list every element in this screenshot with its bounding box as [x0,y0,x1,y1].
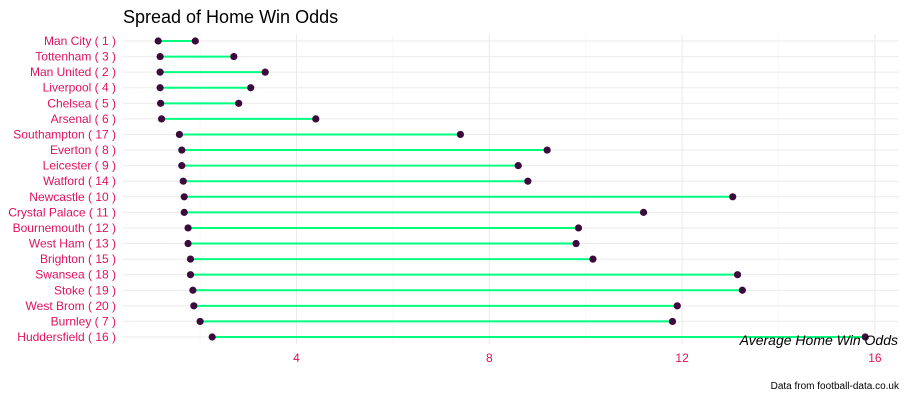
max-odds-point [191,37,199,45]
team-label: Bournemouth ( 12 ) [13,221,116,235]
team-label: Brighton ( 15 ) [40,252,116,266]
min-odds-point [157,115,166,123]
team-label: Man United ( 2 ) [30,65,116,79]
max-odds-point [738,286,746,294]
min-odds-point [156,84,164,92]
segments [158,40,866,338]
min-odds-point [184,224,192,232]
min-odds-point [175,130,183,139]
y-axis-labels: Man City ( 1 ) Tottenham ( 3 )Man United … [8,34,116,344]
x-tick-label: 8 [486,351,493,365]
team-label: Huddersfield ( 16 ) [17,330,116,344]
min-odds-point [189,286,197,294]
max-odds-point [543,146,551,154]
team-label: Man City ( 1 ) [44,34,116,48]
x-tick-label: 4 [293,351,300,365]
max-odds-point [673,302,681,310]
max-odds-point [312,115,320,123]
min-odds-point [154,37,162,45]
min-odds-point [156,52,164,61]
chart-caption: Data from football-data.co.uk [771,381,900,392]
max-odds-point [729,193,737,201]
min-odds-point [179,177,187,185]
x-tick-label: 16 [868,351,882,365]
team-label: Burnley ( 7 ) [51,314,116,328]
max-odds-point [230,52,238,61]
team-label: West Ham ( 13 ) [29,237,116,251]
max-odds-point [639,208,648,216]
team-label: Arsenal ( 6 ) [51,112,116,126]
min-odds-point [208,333,216,341]
team-label: Everton ( 8 ) [50,143,116,157]
x-tick-label: 12 [675,351,689,365]
min-odds-point [156,99,165,107]
max-odds-point [235,99,243,107]
max-odds-point [861,333,869,341]
max-odds-point [733,271,742,279]
team-label: Crystal Palace ( 11 ) [8,205,116,219]
team-label: Stoke ( 19 ) [54,283,116,297]
team-label: Newcastle ( 10 ) [29,190,116,204]
team-label: Leicester ( 9 ) [43,159,116,173]
min-odds-point [190,302,198,310]
max-odds-point [524,177,532,185]
min-odds-point [178,162,186,170]
min-odds-point [186,271,195,279]
team-label: West Brom ( 20 ) [26,299,116,313]
max-odds-point [261,68,269,76]
max-odds-point [574,224,583,232]
team-label: Chelsea ( 5 ) [47,96,116,110]
chart-annotation: Average Home Win Odds [739,332,898,348]
team-label: Tottenham ( 3 ) [35,50,116,64]
min-odds-point [180,193,188,201]
min-odds-point [180,208,188,216]
max-odds-point [514,162,522,170]
min-odds-point [156,68,164,76]
max-odds-point [456,130,464,139]
team-label: Southampton ( 17 ) [13,127,116,141]
min-odds-point [184,239,192,248]
max-odds-point [247,84,255,92]
team-label: Liverpool ( 4 ) [43,81,116,95]
min-odds-point [178,146,186,154]
max-odds-point [572,239,580,248]
max-odds-point [589,255,597,263]
team-label: Swansea ( 18 ) [35,268,116,282]
min-odds-point [186,255,195,263]
min-odds-point [196,317,204,326]
team-label: Watford ( 14 ) [43,174,116,188]
x-axis-ticks: 4 8 12 16 [293,351,882,365]
grid [123,34,899,344]
max-odds-point [668,317,677,326]
points [154,37,869,341]
chart-title: Spread of Home Win Odds [123,7,338,27]
